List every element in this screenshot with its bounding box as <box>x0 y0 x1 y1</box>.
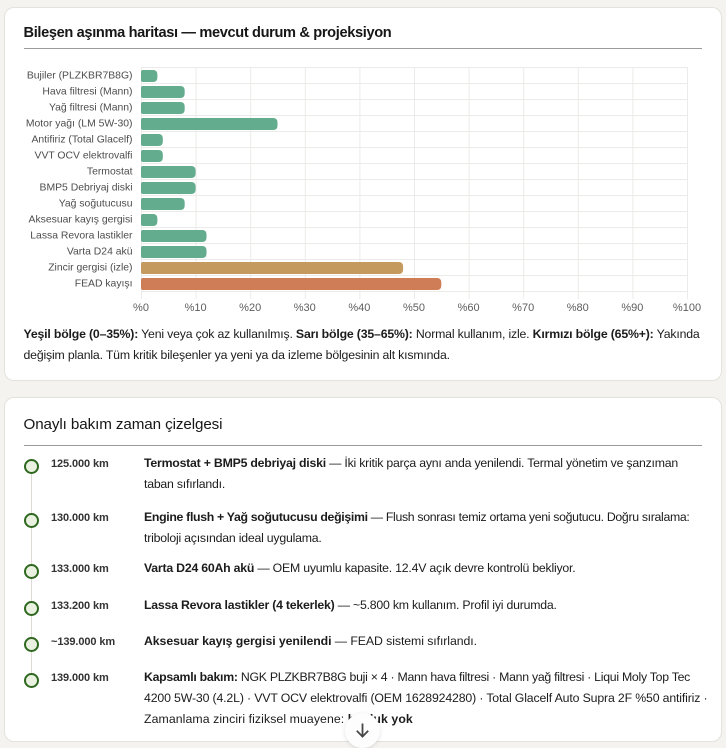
svg-text:%70: %70 <box>512 302 534 314</box>
svg-text:%50: %50 <box>403 302 425 314</box>
svg-text:Zincir gergisi (izle): Zincir gergisi (izle) <box>48 263 132 274</box>
svg-text:%30: %30 <box>294 302 316 314</box>
svg-text:FEAD kayışı: FEAD kayışı <box>75 279 133 290</box>
svg-text:%40: %40 <box>348 302 370 314</box>
svg-text:Antifiriz (Total Glacelf): Antifiriz (Total Glacelf) <box>31 135 132 146</box>
svg-text:Bujiler (PLZKBR7B8G): Bujiler (PLZKBR7B8G) <box>27 71 133 82</box>
svg-text:%0: %0 <box>133 302 149 314</box>
svg-text:%10: %10 <box>185 302 207 314</box>
svg-text:Motor yağı (LM 5W-30): Motor yağı (LM 5W-30) <box>26 119 133 130</box>
svg-text:Varta D24 akü: Varta D24 akü <box>67 247 133 258</box>
svg-text:VVT OCV elektrovalfi: VVT OCV elektrovalfi <box>35 151 133 162</box>
svg-text:Lassa Revora lastikler: Lassa Revora lastikler <box>30 231 133 242</box>
svg-text:%80: %80 <box>567 302 589 314</box>
svg-text:Yağ filtresi (Mann): Yağ filtresi (Mann) <box>49 103 133 114</box>
svg-text:%20: %20 <box>239 302 261 314</box>
svg-text:Aksesuar kayış gergisi: Aksesuar kayış gergisi <box>29 215 133 226</box>
svg-text:BMP5 Debriyaj diski: BMP5 Debriyaj diski <box>40 183 133 194</box>
svg-text:Yağ soğutucusu: Yağ soğutucusu <box>59 199 133 210</box>
svg-text:%60: %60 <box>458 302 480 314</box>
svg-text:Termostat: Termostat <box>87 167 133 178</box>
svg-text:Hava filtresi (Mann): Hava filtresi (Mann) <box>42 87 132 98</box>
svg-text:%100: %100 <box>673 302 701 314</box>
svg-text:%90: %90 <box>621 302 643 314</box>
